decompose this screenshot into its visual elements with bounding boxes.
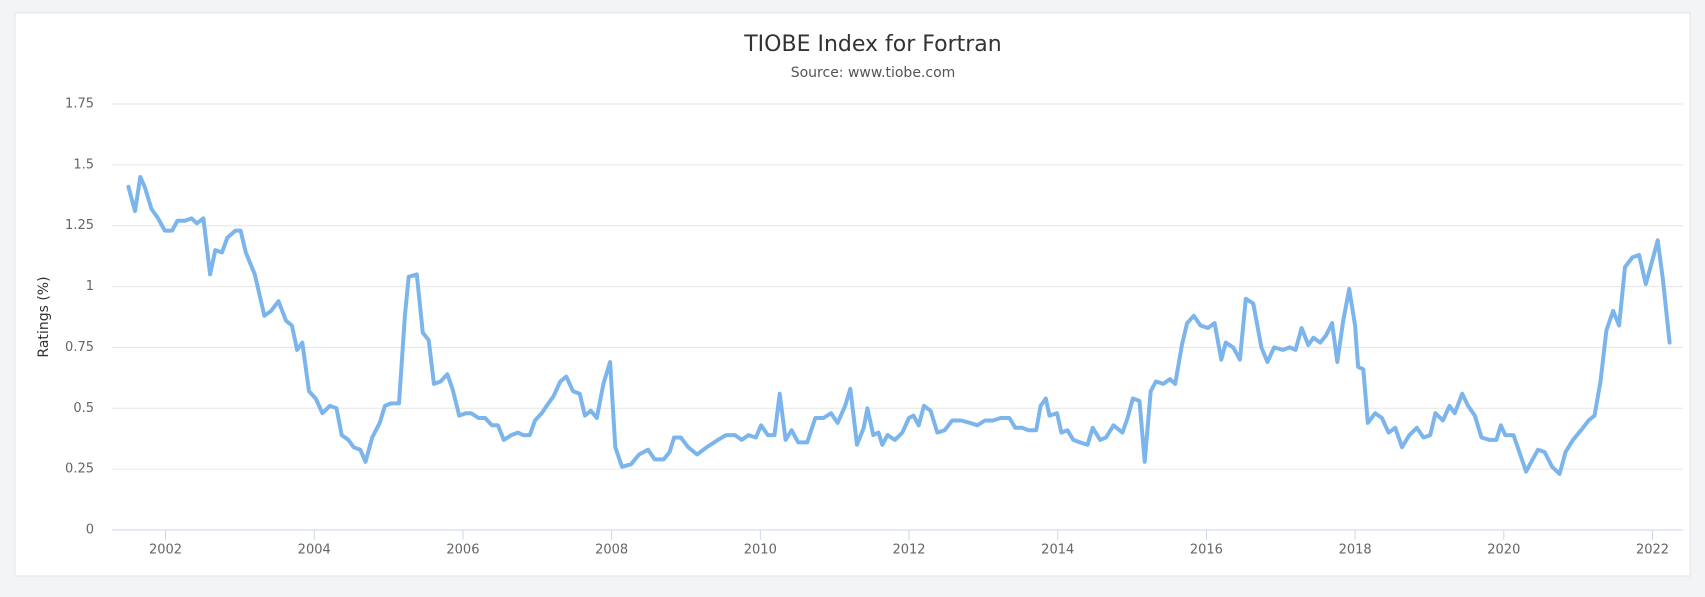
- y-tick-label: 1: [86, 279, 94, 294]
- y-tick-label: 1.5: [73, 157, 94, 172]
- chart-title: TIOBE Index for Fortran: [743, 32, 1002, 57]
- x-tick-label: 2022: [1636, 543, 1669, 558]
- x-tick-label: 2008: [595, 543, 628, 558]
- y-tick-label: 1.25: [65, 218, 94, 233]
- x-tick-label: 2010: [744, 543, 777, 558]
- y-tick-label: 0.5: [73, 401, 94, 416]
- y-tick-label: 1.75: [65, 97, 94, 112]
- chart-subtitle: Source: www.tiobe.com: [791, 65, 956, 81]
- x-tick-label: 2006: [446, 543, 479, 558]
- chart-card: [14, 12, 1691, 577]
- x-tick-label: 2016: [1190, 543, 1223, 558]
- x-tick-label: 2018: [1339, 543, 1372, 558]
- y-tick-label: 0.75: [65, 340, 94, 355]
- x-tick-label: 2004: [298, 543, 331, 558]
- x-tick-label: 2020: [1487, 543, 1520, 558]
- x-tick-label: 2002: [149, 543, 182, 558]
- y-axis-title: Ratings (%): [36, 276, 52, 357]
- data-line: [126, 175, 1672, 476]
- x-tick-label: 2012: [892, 543, 925, 558]
- x-tick-label: 2014: [1041, 543, 1074, 558]
- y-tick-label: 0: [86, 523, 94, 538]
- y-tick-label: 0.25: [65, 462, 94, 477]
